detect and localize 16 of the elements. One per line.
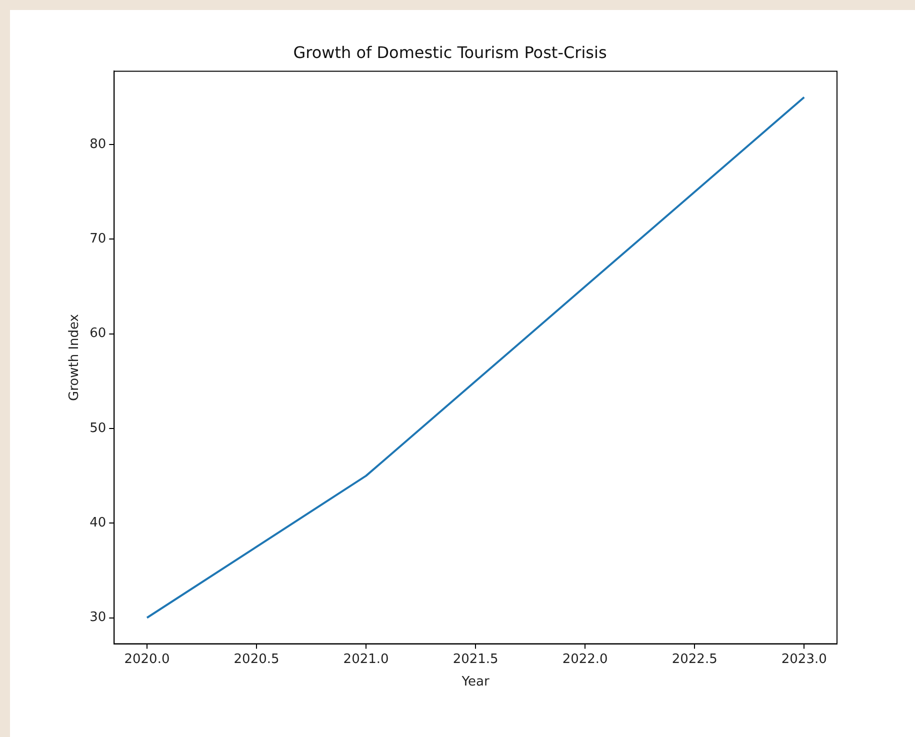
x-axis-title: Year bbox=[460, 674, 490, 690]
x-tick-label: 2023.0 bbox=[781, 652, 827, 667]
x-tick-label: 2021.5 bbox=[452, 652, 498, 667]
y-tick-label: 50 bbox=[90, 420, 106, 436]
y-tick-label: 80 bbox=[90, 136, 106, 152]
y-tick-label: 60 bbox=[90, 326, 106, 342]
y-tick-label: 70 bbox=[90, 232, 106, 247]
y-tick-label: 40 bbox=[90, 516, 106, 531]
y-axis-title: Growth Index bbox=[67, 314, 82, 401]
x-tick-label: 2020.5 bbox=[234, 652, 280, 667]
x-tick-label: 2021.0 bbox=[343, 652, 389, 667]
x-tick-label: 2020.0 bbox=[124, 652, 170, 667]
y-tick-label: 30 bbox=[90, 610, 106, 626]
x-tick-label: 2022.0 bbox=[562, 652, 608, 667]
x-tick-label: 2022.5 bbox=[672, 652, 718, 667]
chart-title: Growth of Domestic Tourism Post-Crisis bbox=[293, 42, 607, 62]
